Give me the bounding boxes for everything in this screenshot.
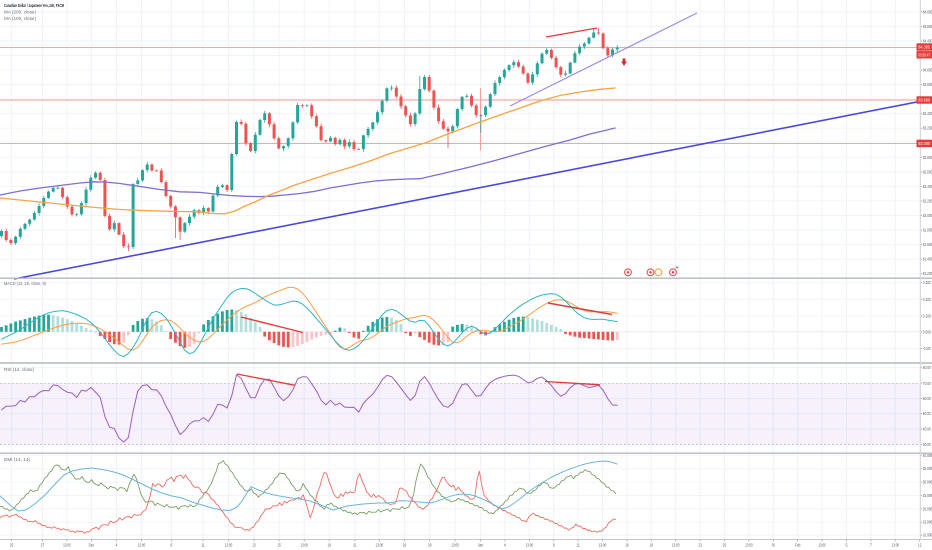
svg-text:13:00: 13:00 [225, 543, 233, 548]
svg-text:83.200: 83.200 [923, 126, 932, 131]
svg-text:13:00: 13:00 [818, 543, 826, 548]
svg-text:83.600: 83.600 [918, 98, 931, 103]
svg-text:81.800: 81.800 [923, 228, 932, 233]
svg-text:0.000: 0.000 [923, 329, 932, 334]
svg-text:27: 27 [41, 543, 45, 548]
svg-text:60.00: 60.00 [923, 396, 932, 401]
svg-text:13:00: 13:00 [672, 543, 680, 548]
svg-text:DMI (14, 14): DMI (14, 14) [4, 457, 31, 462]
svg-text:MACD (12, 26, close, 9): MACD (12, 26, close, 9) [4, 281, 47, 286]
svg-text:21: 21 [353, 543, 357, 548]
svg-text:Canadian Dollar / Japanese Yen: Canadian Dollar / Japanese Yen, 240, FXC… [4, 3, 64, 9]
svg-text:-0.100: -0.100 [923, 346, 931, 351]
svg-text:4: 4 [116, 543, 119, 548]
svg-text:70.00: 70.00 [923, 381, 932, 386]
svg-text:83.800: 83.800 [923, 82, 932, 87]
svg-text:26: 26 [403, 543, 407, 548]
svg-text:11: 11 [576, 543, 580, 548]
svg-text:82.800: 82.800 [923, 155, 932, 160]
svg-text:83.400: 83.400 [923, 111, 932, 116]
svg-text:Feb: Feb [795, 543, 801, 548]
svg-text:82.200: 82.200 [923, 198, 932, 203]
svg-text:81.600: 81.600 [923, 242, 932, 247]
svg-text:15: 15 [277, 543, 281, 548]
svg-text:RSI (14, close): RSI (14, close) [4, 367, 35, 372]
svg-text:MA (200, close): MA (200, close) [4, 9, 37, 14]
svg-text:6: 6 [170, 543, 173, 548]
svg-text:12: 12 [918, 543, 922, 548]
svg-text:23: 23 [698, 543, 702, 548]
svg-text:5: 5 [846, 543, 849, 548]
svg-text:30: 30 [772, 543, 776, 548]
svg-text:40.00: 40.00 [923, 427, 932, 432]
svg-text:82.600: 82.600 [923, 169, 932, 174]
svg-text:0.200: 0.200 [923, 297, 932, 302]
svg-text:84.000: 84.000 [923, 68, 932, 73]
svg-text:13:00: 13:00 [376, 543, 384, 548]
svg-text:84.305: 84.305 [918, 45, 931, 50]
svg-text:81.400: 81.400 [923, 257, 932, 262]
svg-text:83.000: 83.000 [918, 141, 931, 146]
svg-text:28: 28 [428, 543, 432, 548]
svg-text:82.000: 82.000 [923, 213, 932, 218]
svg-text:Jan: Jan [478, 543, 484, 548]
svg-text:84.600: 84.600 [923, 24, 932, 29]
svg-text:19: 19 [328, 543, 332, 548]
svg-text:13:00: 13:00 [526, 543, 534, 548]
svg-text:03:58:47: 03:58:47 [918, 52, 930, 57]
svg-text:13:00: 13:00 [300, 543, 308, 548]
svg-text:MA (100, close): MA (100, close) [4, 16, 37, 21]
svg-text:25: 25 [723, 543, 727, 548]
svg-text:0.100: 0.100 [923, 314, 932, 319]
svg-text:13:00: 13:00 [892, 543, 900, 548]
svg-text:84.400: 84.400 [923, 38, 932, 43]
svg-text:50.00: 50.00 [923, 411, 932, 416]
svg-text:0.300: 0.300 [923, 280, 932, 285]
svg-text:82.400: 82.400 [923, 184, 932, 189]
svg-text:13:00: 13:00 [451, 543, 459, 548]
svg-text:7: 7 [870, 543, 873, 548]
svg-text:11: 11 [201, 543, 205, 548]
svg-text:81.200: 81.200 [923, 271, 932, 276]
svg-text:13:00: 13:00 [745, 543, 753, 548]
svg-text:16: 16 [625, 543, 629, 548]
svg-text:4: 4 [504, 543, 507, 548]
svg-text:9: 9 [553, 543, 556, 548]
svg-text:30.00: 30.00 [923, 442, 932, 447]
svg-text:84.800: 84.800 [923, 9, 932, 14]
svg-text:13:00: 13:00 [599, 543, 607, 548]
svg-text:Dec: Dec [89, 543, 95, 548]
svg-text:13:00: 13:00 [138, 543, 146, 548]
svg-text:13: 13 [252, 543, 256, 548]
svg-text:25: 25 [10, 543, 14, 548]
svg-text:13:00: 13:00 [63, 543, 71, 548]
svg-text:18: 18 [650, 543, 654, 548]
svg-text:80.00: 80.00 [923, 365, 932, 370]
